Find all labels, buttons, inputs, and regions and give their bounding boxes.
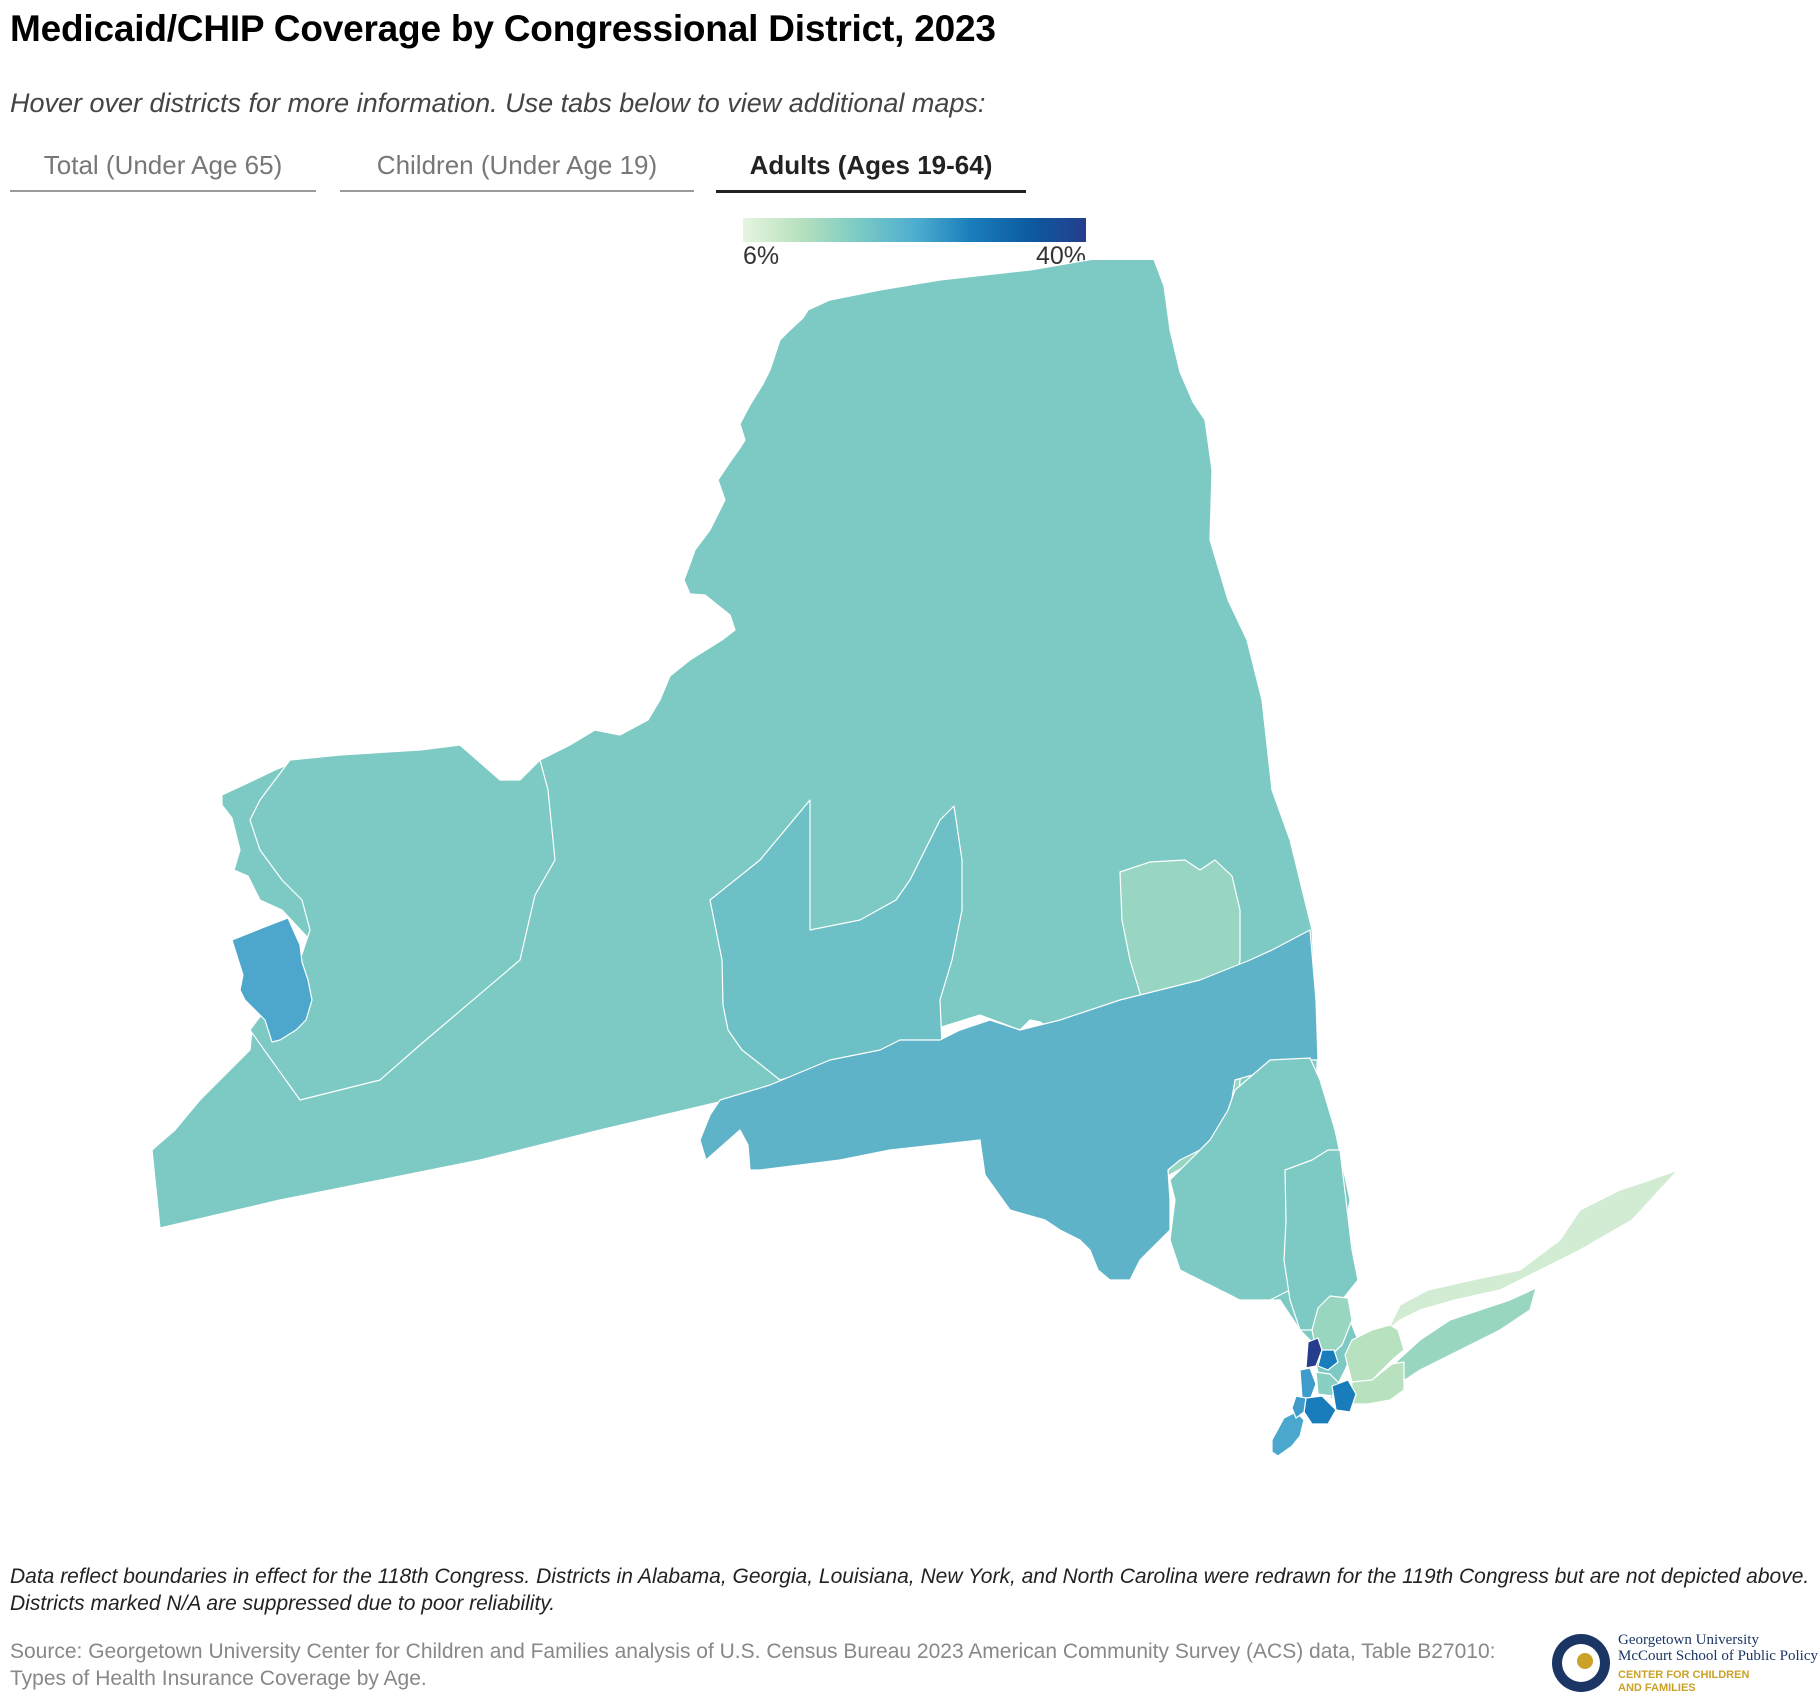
district-bronx-east[interactable] bbox=[1317, 1349, 1339, 1371]
district-long-island-south[interactable] bbox=[1349, 1361, 1405, 1405]
page-title: Medicaid/CHIP Coverage by Congressional … bbox=[10, 8, 996, 49]
legend-gradient-bar bbox=[743, 218, 1086, 242]
new-york-district-map bbox=[151, 260, 1679, 1457]
district-western-ny[interactable] bbox=[249, 744, 556, 1101]
source-text: Source: Georgetown University Center for… bbox=[10, 1640, 1496, 1691]
district-bronx[interactable] bbox=[1305, 1337, 1323, 1369]
logo-line-center: CENTER FOR CHILDREN bbox=[1618, 1669, 1750, 1681]
district-brooklyn[interactable] bbox=[1303, 1395, 1337, 1425]
district-staten-island[interactable] bbox=[1271, 1411, 1305, 1457]
logo-line-families: AND FAMILIES bbox=[1618, 1682, 1696, 1694]
georgetown-logo: Georgetown University McCourt School of … bbox=[1550, 1632, 1818, 1698]
tab-total[interactable]: Total (Under Age 65) bbox=[10, 148, 316, 192]
district-manhattan[interactable] bbox=[1299, 1367, 1317, 1401]
district-brooklyn-south[interactable] bbox=[1291, 1395, 1307, 1419]
district-long-island-east[interactable] bbox=[1387, 1169, 1679, 1331]
footnote: Data reflect boundaries in effect for th… bbox=[10, 1565, 1810, 1616]
map-tabs: Total (Under Age 65) Children (Under Age… bbox=[10, 148, 1110, 194]
district-long-island-middle[interactable] bbox=[1395, 1287, 1537, 1381]
seal-icon bbox=[1552, 1634, 1610, 1692]
tab-adults[interactable]: Adults (Ages 19-64) bbox=[716, 148, 1026, 193]
logo-line-university: Georgetown University bbox=[1618, 1632, 1759, 1648]
district-queens-east[interactable] bbox=[1331, 1379, 1357, 1413]
color-legend: 6% 40% bbox=[743, 218, 1086, 270]
tab-children[interactable]: Children (Under Age 19) bbox=[340, 148, 694, 192]
district-niagara[interactable] bbox=[231, 917, 313, 1043]
logo-line-school: McCourt School of Public Policy bbox=[1618, 1648, 1818, 1664]
legend-min-label: 6% bbox=[743, 242, 780, 270]
page-subtitle: Hover over districts for more informatio… bbox=[10, 88, 986, 118]
